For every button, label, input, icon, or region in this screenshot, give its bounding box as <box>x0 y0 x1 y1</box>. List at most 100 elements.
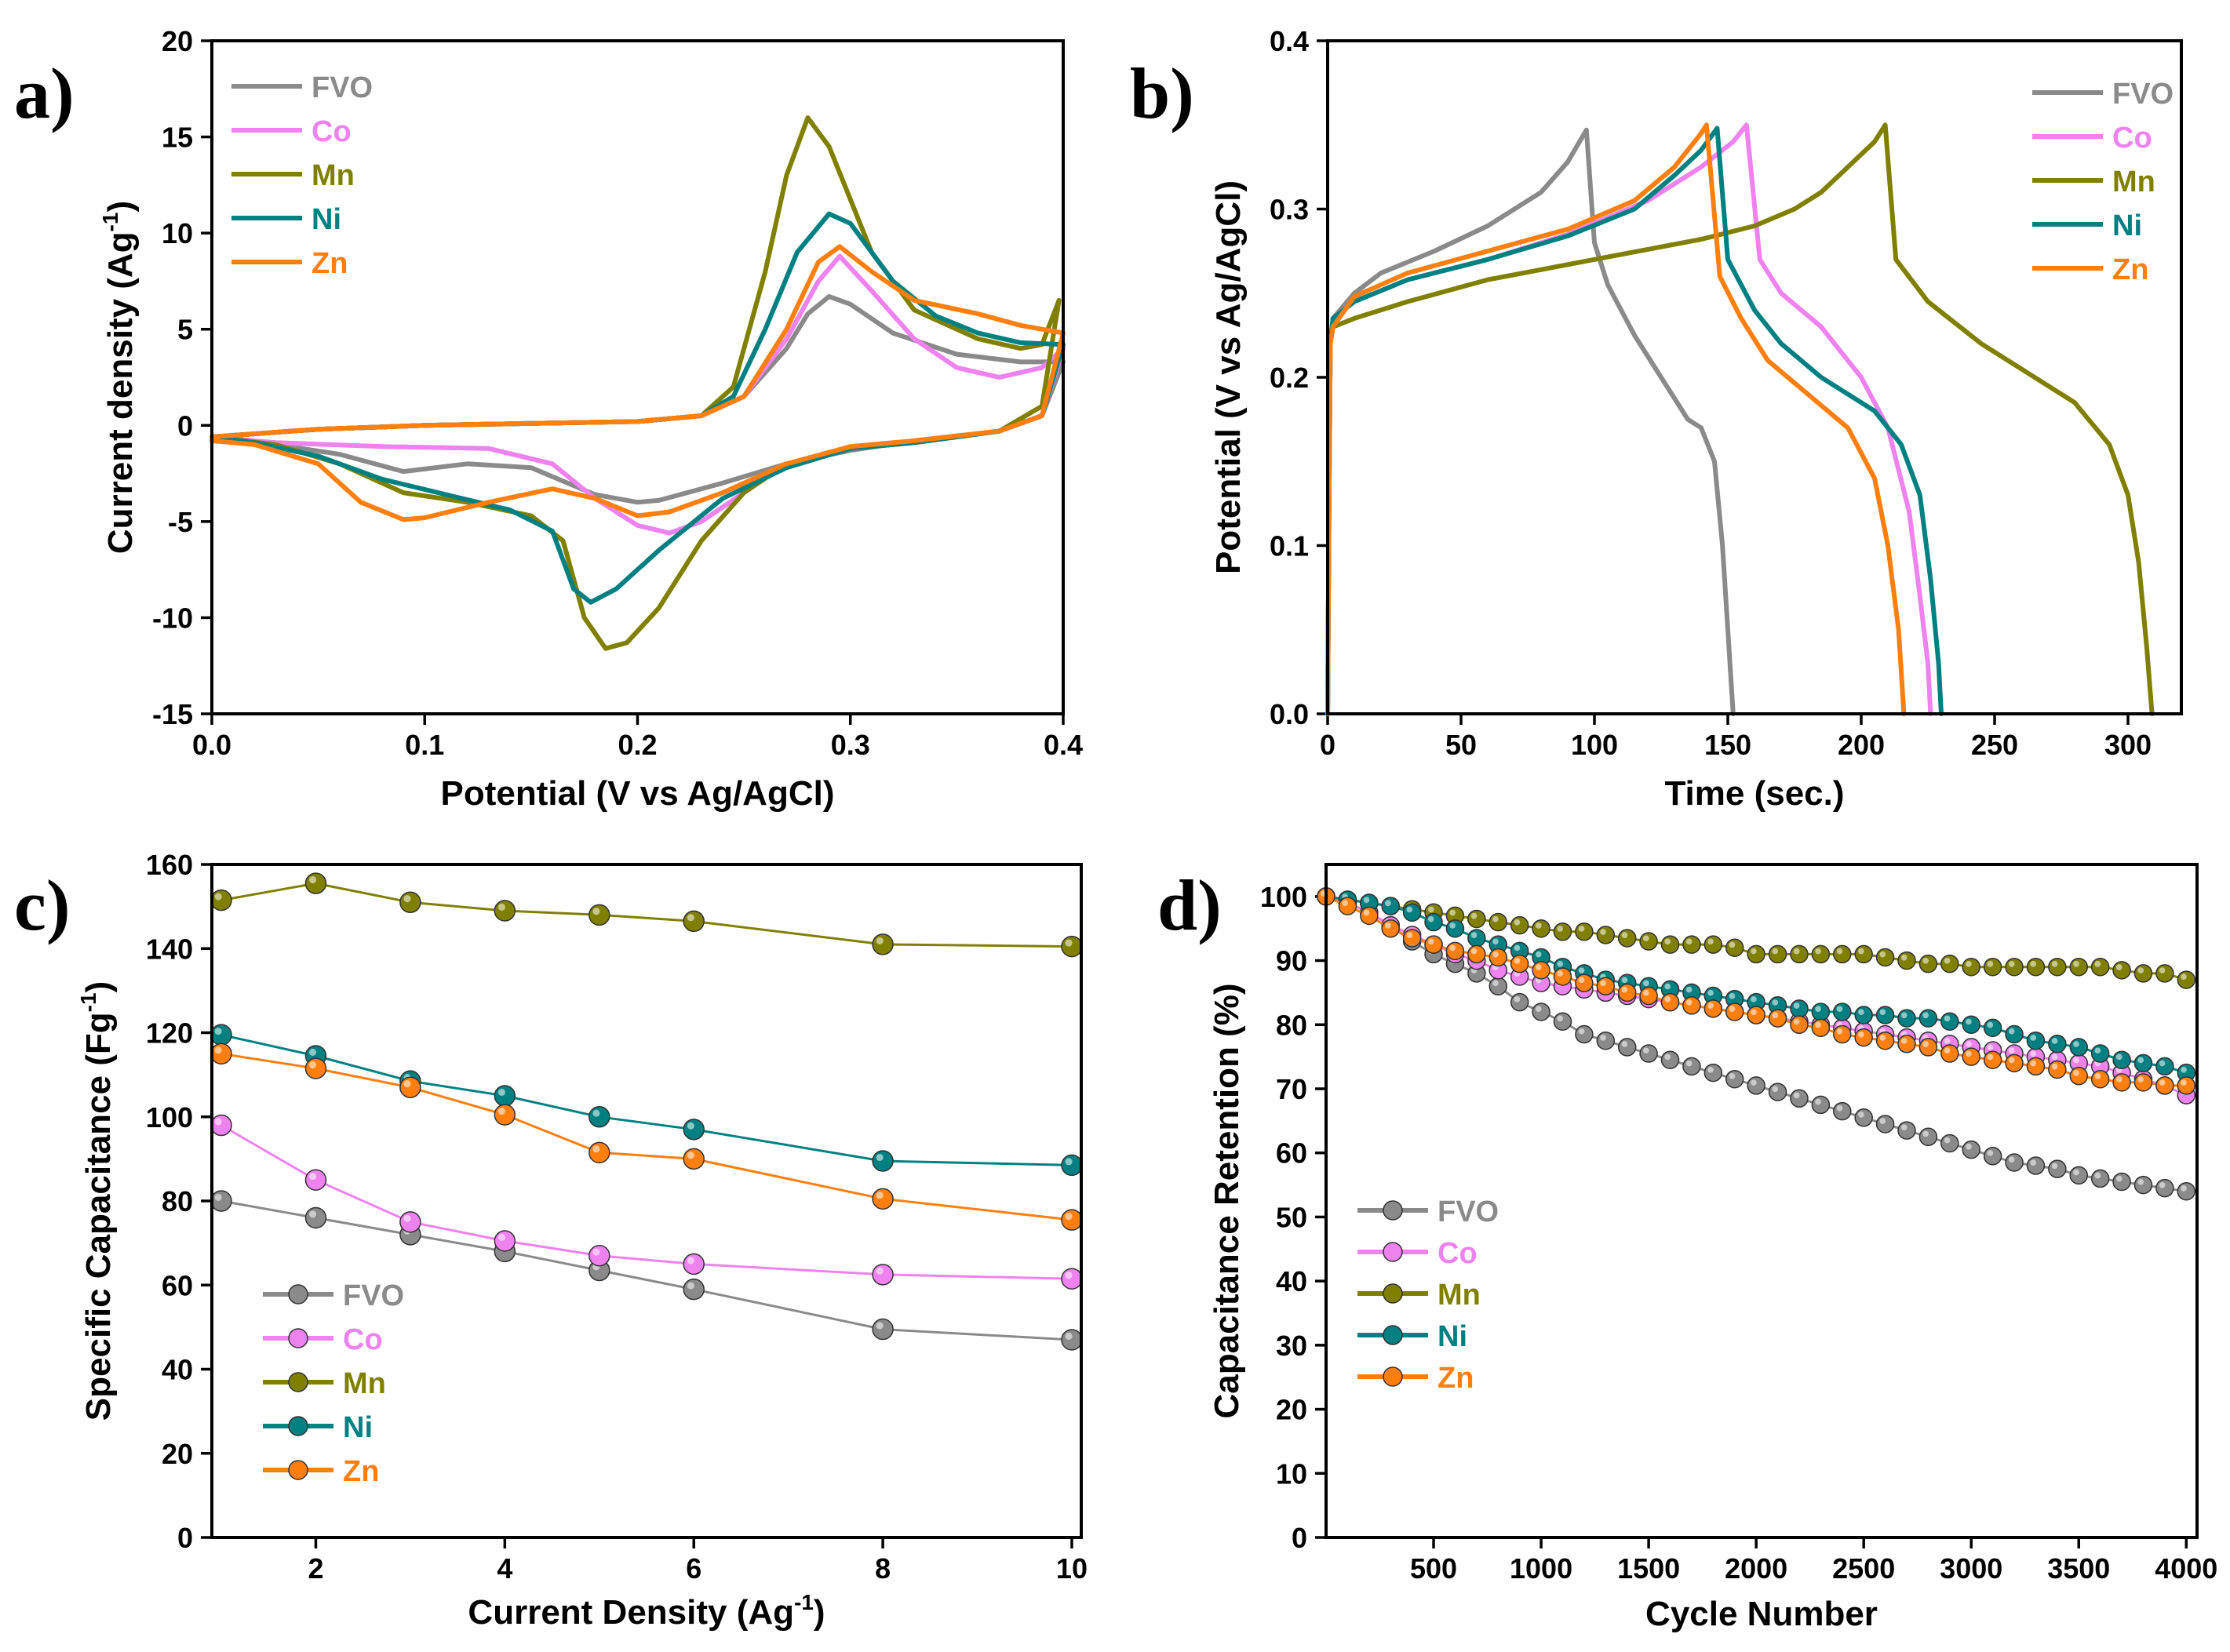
y-tick-label: 0.2 <box>1270 362 1309 394</box>
data-point-ni <box>588 1106 610 1128</box>
data-point-highlight <box>1815 1021 1821 1028</box>
data-point-highlight <box>1858 948 1864 955</box>
data-point-highlight <box>1514 919 1521 926</box>
data-point-mn <box>1875 948 1895 967</box>
series-line-zn <box>220 1052 1073 1221</box>
y-tick-label: 100 <box>1260 881 1307 913</box>
data-point-highlight <box>2073 1069 2079 1076</box>
data-point-mn <box>399 891 421 914</box>
y-tick-label: 0.0 <box>1270 698 1309 730</box>
data-point-zn <box>1983 1050 2002 1069</box>
data-point-ni <box>2005 1024 2024 1044</box>
data-point-highlight <box>2030 1060 2036 1067</box>
legend-label-mn: Mn <box>343 1367 386 1400</box>
plot-frame <box>210 39 1065 715</box>
data-point-mn <box>2112 961 2131 980</box>
x-axis-title: Potential (V vs Ag/AgCl) <box>441 774 835 813</box>
data-point-highlight <box>2008 1057 2015 1064</box>
data-point-fvo <box>1747 1076 1765 1095</box>
data-point-highlight <box>403 895 411 903</box>
data-point-zn <box>2069 1066 2089 1086</box>
data-point-ni <box>1854 1006 1873 1024</box>
data-point-highlight <box>687 914 694 922</box>
y-tick-label: -5 <box>168 506 193 538</box>
y-axis-title: Current density (Ag-1) <box>98 201 140 554</box>
data-point-mn <box>1467 909 1486 929</box>
data-point-zn <box>1553 967 1572 986</box>
data-point-mn <box>1061 935 1083 958</box>
data-point-fvo <box>1918 1127 1938 1147</box>
y-tick-label: 0 <box>177 1522 193 1554</box>
y-tick-label: 40 <box>162 1354 193 1386</box>
x-tick-label: 10 <box>1056 1552 1088 1585</box>
data-point-highlight <box>214 1193 222 1201</box>
data-point-mn <box>1940 954 1959 973</box>
data-point-zn <box>1575 973 1594 992</box>
data-point-ni <box>2026 1031 2046 1050</box>
x-axis-title-main: Time (sec.) <box>1664 774 1844 813</box>
data-point-highlight <box>1922 1012 1929 1019</box>
data-point-mn <box>1682 935 1701 954</box>
data-point-ni <box>1424 912 1443 932</box>
data-point-highlight <box>2030 961 2036 967</box>
data-point-fvo <box>1940 1133 1959 1153</box>
data-point-zn <box>683 1148 705 1170</box>
y-tick-label: -15 <box>152 698 193 730</box>
data-point-highlight <box>1621 1041 1628 1047</box>
x-tick-label: 6 <box>686 1552 701 1585</box>
data-point-zn <box>304 1057 327 1079</box>
data-point-mn <box>588 904 610 926</box>
data-point-highlight <box>1729 941 1736 948</box>
data-point-highlight <box>1578 967 1585 973</box>
data-point-zn <box>1962 1047 1980 1066</box>
legend-label-ni: Ni <box>312 203 341 236</box>
data-point-mn <box>304 872 327 894</box>
series-line-zn <box>1325 122 1907 716</box>
data-point-zn <box>494 1104 516 1126</box>
data-point-highlight <box>1772 1086 1779 1093</box>
series-line-fvo <box>1325 127 1736 716</box>
legend-label-fvo: FVO <box>2112 78 2174 111</box>
data-point-highlight <box>1600 1035 1606 1041</box>
legend: FVO Co Mn Ni Zn <box>231 71 373 280</box>
data-point-highlight <box>1750 1009 1757 1016</box>
data-point-highlight <box>1944 957 1951 964</box>
legend-label-zn: Zn <box>2112 253 2148 286</box>
data-point-zn <box>1918 1038 1938 1057</box>
data-point-zn <box>872 1188 894 1210</box>
data-point-fvo <box>1811 1095 1831 1115</box>
panel-d-retention-chart: d) 500 1000 1500 2000 2500 3000 3500 4000 0 10 20 30… <box>1157 863 2217 1633</box>
y-axis-title: Potential (V vs Ag/AgCl) <box>1209 180 1248 574</box>
data-point-highlight <box>1685 938 1693 945</box>
data-point-highlight <box>876 1153 884 1162</box>
data-point-mn <box>2177 970 2196 989</box>
data-point-highlight <box>2159 1079 2166 1086</box>
data-point-highlight <box>1642 935 1649 942</box>
legend-label-mn: Mn <box>2112 166 2155 198</box>
y-tick-label: 100 <box>146 1101 193 1133</box>
data-point-highlight <box>2159 967 2166 973</box>
data-point-highlight <box>1535 922 1542 929</box>
data-point-zn <box>1596 977 1616 996</box>
data-point-highlight <box>1642 1047 1649 1054</box>
legend-label-zn: Zn <box>312 247 348 280</box>
data-point-zn <box>2155 1076 2174 1095</box>
y-tick-label: 10 <box>162 217 193 249</box>
x-tick-label: 4 <box>497 1552 512 1585</box>
data-point-ni <box>1790 999 1809 1018</box>
y-tick-label: 80 <box>1276 1009 1307 1041</box>
data-point-mn <box>1854 944 1873 964</box>
data-point-highlight <box>1470 932 1478 938</box>
data-point-highlight <box>1535 964 1542 970</box>
data-point-zn <box>1467 944 1486 964</box>
data-point-highlight <box>1621 932 1628 938</box>
series-mn <box>210 872 1083 958</box>
data-point-highlight <box>1707 1066 1714 1073</box>
data-point-highlight <box>2115 1053 2123 1061</box>
data-point-zn <box>1402 929 1422 948</box>
data-point-highlight <box>592 1109 600 1117</box>
x-tick-label: 4000 <box>2155 1552 2217 1585</box>
y-axis-title-main: Current density (Ag <box>101 231 140 554</box>
x-axis-title-main: Potential (V vs Ag/AgCl) <box>441 774 835 813</box>
data-point-mn <box>1488 912 1508 932</box>
